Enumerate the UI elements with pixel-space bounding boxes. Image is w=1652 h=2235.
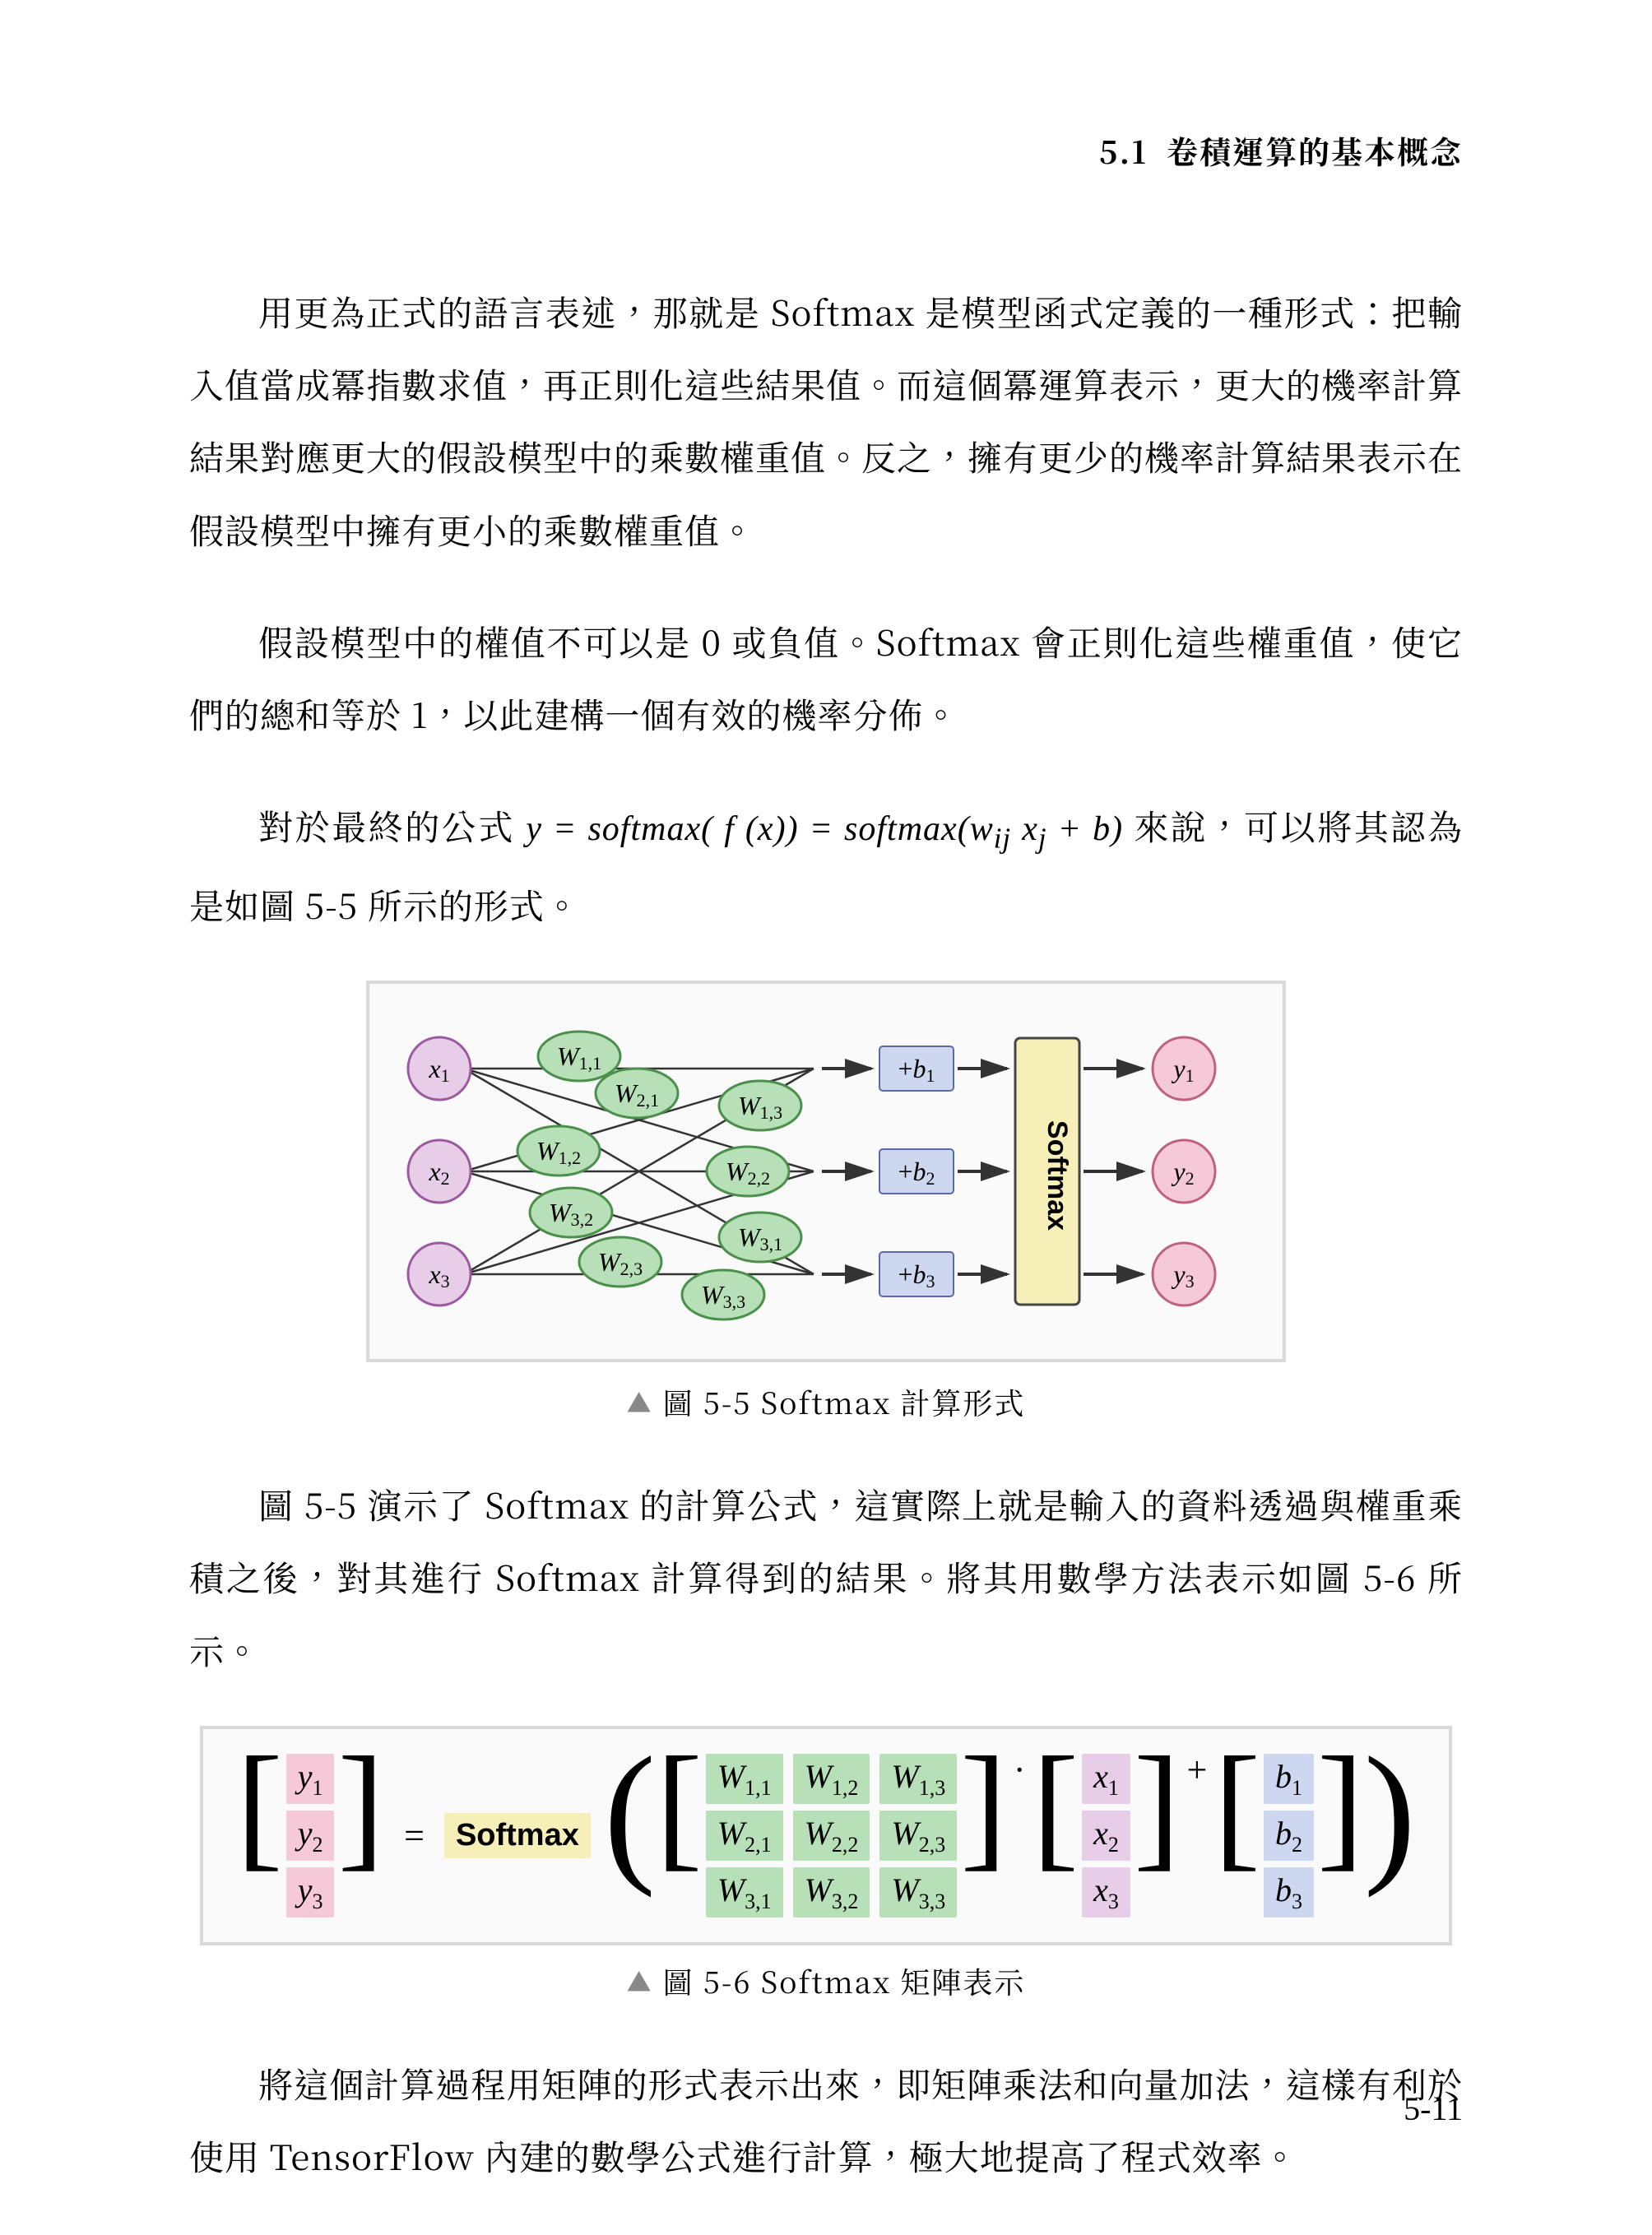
figure-5-5-box: x1 x2 x3 W1,1 W2,1 W1,2 W1,3 — [366, 981, 1286, 1362]
figure-5-6-box: [ y1 y2 y3 ] = Softmax ( [ — [200, 1726, 1452, 1945]
dot-op: · — [1007, 1749, 1032, 1922]
x-vector: [ x1 x2 x3 ] — [1032, 1749, 1181, 1922]
triangle-icon: ▲ — [627, 1384, 653, 1420]
figure-5-5: x1 x2 x3 W1,1 W2,1 W1,2 W1,3 — [189, 981, 1463, 1423]
figure-5-6-caption: ▲圖 5-6 Softmax 矩陣表示 — [189, 1960, 1463, 2002]
paragraph-4: 圖 5-5 演示了 Softmax 的計算公式，這實際上就是輸入的資料透過與權重… — [189, 1468, 1463, 1686]
svg-text:Softmax: Softmax — [1042, 1120, 1073, 1231]
softmax-label: Softmax — [444, 1813, 591, 1858]
page-content: 用更為正式的語言表述，那就是 Softmax 是模型函式定義的一種形式：把輸入值… — [189, 276, 1463, 2232]
softmax-network-diagram: x1 x2 x3 W1,1 W2,1 W1,2 W1,3 — [394, 999, 1258, 1344]
figure-5-5-caption: ▲圖 5-5 Softmax 計算形式 — [189, 1381, 1463, 1423]
inline-formula: y = softmax( f (x)) = softmax(wij xj + b… — [526, 810, 1123, 848]
section-header: 5.1 卷積運算的基本概念 — [1099, 128, 1463, 173]
output-nodes: y1 y2 y3 — [1153, 1037, 1215, 1305]
paragraph-5: 將這個計算過程用矩陣的形式表示出來，即矩陣乘法和向量加法，這樣有利於使用 Ten… — [189, 2047, 1463, 2192]
triangle-icon: ▲ — [627, 1963, 653, 1999]
input-nodes: x1 x2 x3 — [408, 1037, 471, 1305]
paragraph-3: 對於最終的公式 y = softmax( f (x)) = softmax(wi… — [189, 790, 1463, 941]
b-vector: [ b1 b2 b3 ] — [1213, 1749, 1363, 1922]
y-vector: [ y1 y2 y3 ] — [236, 1749, 384, 1922]
section-title: 卷積運算的基本概念 — [1167, 128, 1463, 173]
matrix-equation: [ y1 y2 y3 ] = Softmax ( [ — [236, 1749, 1416, 1922]
weight-nodes: W1,1 W2,1 W1,2 W1,3 W2,2 W3,2 W3,1 W2,3 — [517, 1032, 801, 1319]
bias-nodes: +b1 +b2 +b3 — [879, 1046, 954, 1296]
figure-5-6: [ y1 y2 y3 ] = Softmax ( [ — [189, 1726, 1463, 2002]
paragraph-2: 假設模型中的權值不可以是 0 或負值。Softmax 會正則化這些權重值，使它們… — [189, 605, 1463, 750]
equals-sign: = — [397, 1815, 431, 1857]
plus-op: + — [1181, 1749, 1214, 1922]
W-matrix: [ W1,1 W1,2 W1,3 W2,1 W2,2 W2,3 — [656, 1749, 1007, 1922]
outer-paren: ( [ W1,1 W1,2 W1,3 W2,1 W2,2 — [604, 1749, 1416, 1922]
paragraph-1: 用更為正式的語言表述，那就是 Softmax 是模型函式定義的一種形式：把輸入值… — [189, 276, 1463, 566]
section-number: 5.1 — [1099, 128, 1148, 173]
page-number: 5-11 — [1404, 2089, 1463, 2128]
